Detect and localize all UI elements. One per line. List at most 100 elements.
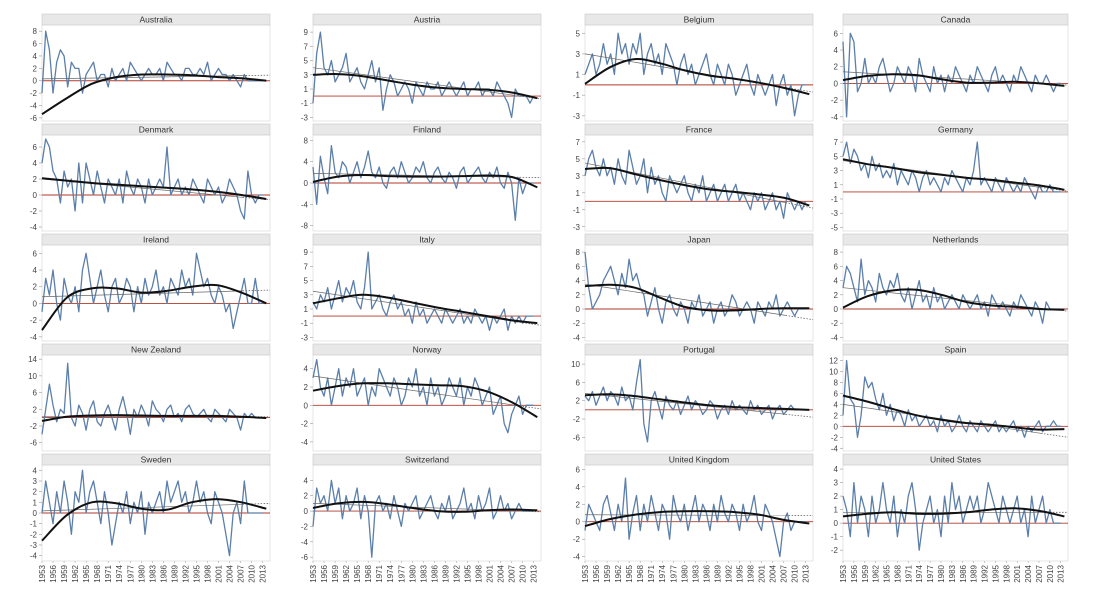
x-tick-label: 2001: [215, 564, 224, 582]
y-tick-label: 5: [304, 57, 309, 66]
y-tick-label: -4: [831, 444, 839, 453]
y-tick-label: 3: [834, 167, 839, 176]
panel-finland: Finland 8 4 0 -4 -8: [301, 123, 542, 232]
x-tick-label: 1971: [104, 564, 113, 582]
y-tick-label: 1: [304, 85, 309, 94]
y-tick-label: -4: [30, 223, 38, 232]
y-tick-label: -3: [831, 209, 839, 218]
y-tick-label: 1: [834, 506, 839, 515]
x-tick-label: 1977: [126, 564, 135, 582]
panel-title: Spain: [945, 345, 967, 355]
y-tick-label: 2: [576, 500, 581, 509]
panel-title: Sweden: [141, 455, 172, 465]
x-tick-label: 1983: [148, 564, 157, 582]
y-tick-label: -1: [831, 533, 839, 542]
y-tick-label: 4: [304, 365, 309, 374]
x-tick-label: 2007: [1035, 564, 1044, 582]
y-tick-label: 7: [304, 262, 309, 271]
smoothed-trend-line: [584, 57, 810, 96]
x-tick-label: 1995: [463, 564, 472, 582]
x-tick-label: 1962: [872, 564, 881, 582]
panel-germany: Germany 7 5 3 1 -1 -3 -5: [831, 123, 1069, 232]
linear-trend-extension: [242, 289, 271, 292]
y-tick-label: 3: [33, 477, 38, 486]
y-tick-label: -2: [573, 415, 581, 424]
plot-frame: [584, 244, 814, 342]
x-tick-label: 1989: [170, 564, 179, 582]
smoothed-trend-line: [842, 288, 1065, 311]
plot-frame: [584, 134, 814, 232]
panel-title: Italy: [419, 235, 435, 245]
x-tick-label: 1980: [137, 564, 146, 582]
x-tick-label: 2013: [1057, 564, 1066, 582]
panel-spain: Spain 12 10 8 6 4 2 0 -2 -4: [829, 343, 1069, 453]
y-tick-label: 2: [33, 405, 38, 414]
y-tick-label: 8: [304, 136, 309, 145]
y-tick-label: 2: [33, 283, 38, 292]
smoothed-trend-line: [842, 73, 1065, 87]
linear-trend-extension: [513, 176, 542, 179]
y-tick-label: -2: [30, 316, 38, 325]
linear-trend-extension: [1040, 432, 1069, 438]
linear-trend-line: [584, 514, 786, 516]
panel-title: Finland: [413, 125, 441, 135]
x-tick-label: 1956: [320, 564, 329, 582]
y-tick-label: -1: [301, 99, 309, 108]
x-tick-label: 1995: [991, 564, 1000, 582]
panel-title: United States: [930, 455, 981, 465]
y-tick-label: 0: [33, 77, 38, 86]
y-tick-label: 6: [834, 29, 839, 38]
y-tick-label: 1: [834, 181, 839, 190]
y-tick-label: -2: [831, 546, 839, 555]
x-tick-label: 1968: [636, 564, 645, 582]
x-tick-label: 1953: [839, 564, 848, 582]
panel-title: Netherlands: [933, 235, 979, 245]
x-tick-label: 1968: [893, 564, 902, 582]
y-tick-label: 4: [576, 483, 581, 492]
y-tick-label: 2: [33, 64, 38, 73]
x-tick-label: 1962: [614, 564, 623, 582]
y-tick-label: -4: [30, 552, 38, 561]
plot-frame: [842, 134, 1069, 232]
y-tick-label: 9: [304, 28, 309, 37]
y-tick-label: 4: [33, 52, 38, 61]
y-tick-label: -3: [301, 333, 309, 342]
smoothed-trend-line: [41, 177, 267, 200]
smoothed-trend-line: [584, 393, 810, 411]
x-tick-label: 2013: [259, 564, 268, 582]
x-tick-label: 1998: [203, 564, 212, 582]
y-tick-label: -4: [301, 538, 309, 547]
y-tick-label: 7: [576, 138, 581, 147]
x-tick-label: 2004: [1024, 564, 1033, 582]
y-tick-label: -2: [30, 422, 38, 431]
y-tick-label: -2: [831, 96, 839, 105]
x-tick-label: 1986: [430, 564, 439, 582]
y-tick-label: 8: [576, 248, 581, 257]
panel-denmark: Denmark 6 4 2 0 -2 -4: [30, 123, 271, 232]
x-tick-label: 1977: [397, 564, 406, 582]
y-tick-label: 0: [33, 299, 38, 308]
y-tick-label: -4: [573, 553, 581, 562]
linear-trend-line: [312, 375, 514, 406]
y-tick-label: 2: [834, 492, 839, 501]
y-tick-label: 8: [834, 378, 839, 387]
y-tick-label: -4: [573, 333, 581, 342]
series-line: [41, 252, 263, 330]
series-line: [584, 32, 806, 117]
x-tick-label: 1974: [386, 564, 395, 582]
x-tick-label: 1965: [82, 564, 91, 582]
y-tick-label: 5: [304, 277, 309, 286]
x-tick-label: 1992: [181, 564, 190, 582]
y-tick-label: 6: [576, 378, 581, 387]
y-tick-label: 1: [33, 498, 38, 507]
y-tick-label: -2: [30, 530, 38, 539]
y-tick-label: -1: [573, 91, 581, 100]
panel-title: Switzerland: [405, 455, 449, 465]
y-tick-label: 3: [576, 172, 581, 181]
panel-title: Denmark: [139, 125, 174, 135]
y-tick-label: 4: [834, 465, 839, 474]
y-tick-label: 4: [33, 466, 38, 475]
